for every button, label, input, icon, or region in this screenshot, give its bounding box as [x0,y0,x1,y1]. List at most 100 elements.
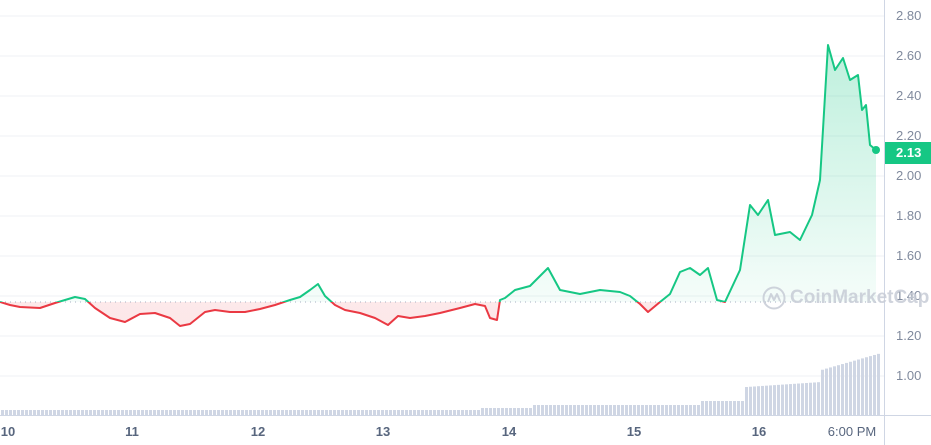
volume-bar [161,410,164,415]
volume-bar [829,367,832,415]
price-line-up [0,44,877,302]
volume-bar [869,356,872,415]
volume-bar [657,405,660,415]
volume-bar [689,405,692,415]
y-tick-label: 2.00 [896,168,922,183]
volume-bar [77,410,80,415]
volume-bar [801,383,804,415]
volume-bar [497,408,500,415]
y-tick-label: 1.80 [896,208,922,223]
volume-bar [817,382,820,415]
volume-bar [649,405,652,415]
volume-bar [761,385,764,415]
volume-bar [97,410,100,415]
volume-bar [249,410,252,415]
volume-bar [177,410,180,415]
volume-bar [709,401,712,415]
volume-bar [385,410,388,415]
volume-bar [337,410,340,415]
volume-bar [257,410,260,415]
volume-bar [853,360,856,415]
volume-bar [149,410,152,415]
volume-bar [121,410,124,415]
volume-bar [289,410,292,415]
volume-bar [625,405,628,415]
volume-bar [557,405,560,415]
price-area-down [0,302,876,326]
volume-bar [321,410,324,415]
volume-bar [841,364,844,415]
volume-bar [665,405,668,415]
volume-bar [9,410,12,415]
volume-bar [821,369,824,415]
volume-bar [861,358,864,415]
volume-bar [393,410,396,415]
volume-bar [789,384,792,415]
volume-bar [777,384,780,415]
volume-bar [549,405,552,415]
volume-bar [325,410,328,415]
volume-bar [205,410,208,415]
volume-bar [33,410,36,415]
volume-bar [441,410,444,415]
volume-bar [473,410,476,415]
current-price-badge: 2.13 [885,142,931,164]
volume-bar [597,405,600,415]
volume-bar [589,405,592,415]
volume-bar [417,410,420,415]
price-area-up [0,45,876,302]
y-tick-label: 2.20 [896,128,922,143]
volume-bar [537,405,540,415]
y-tick-label: 1.40 [896,288,922,303]
volume-bar [93,410,96,415]
volume-bar [621,405,624,415]
volume-bar [21,410,24,415]
volume-bar [405,410,408,415]
volume-bar [705,401,708,415]
volume-bar [225,410,228,415]
volume-bar [461,410,464,415]
volume-bar [105,410,108,415]
volume-bar [265,410,268,415]
volume-bar [285,410,288,415]
y-tick-label: 2.40 [896,88,922,103]
volume-bar [17,410,20,415]
volume-bar [413,410,416,415]
volume-bar [333,410,336,415]
volume-bar [189,410,192,415]
volume-bar [877,353,880,415]
volume-bar [797,383,800,415]
watermark-text: CoinMarketCap [790,287,930,308]
volume-bar [101,410,104,415]
volume-bar [41,410,44,415]
volume-bar [445,410,448,415]
volume-bar [773,385,776,415]
y-tick-label: 1.60 [896,248,922,263]
volume-bar [741,401,744,415]
volume-bar [81,410,84,415]
volume-bar [201,410,204,415]
volume-bar [845,362,848,415]
volume-bar [729,401,732,415]
volume-bar [261,410,264,415]
x-tick-label: 10 [0,424,16,439]
volume-bar [509,408,512,415]
volume-bar [173,410,176,415]
volume-bar [585,405,588,415]
volume-bar [113,410,116,415]
volume-bar [733,401,736,415]
volume-bar [1,410,4,415]
volume-bar [569,405,572,415]
volume-bar [533,405,536,415]
volume-bar [305,410,308,415]
volume-bar [813,382,816,415]
volume-bar [677,405,680,415]
volume-bar [85,410,88,415]
volume-bar [377,410,380,415]
volume-bar [825,368,828,415]
volume-bar [53,410,56,415]
volume-bar [353,410,356,415]
volume-bar [873,354,876,415]
